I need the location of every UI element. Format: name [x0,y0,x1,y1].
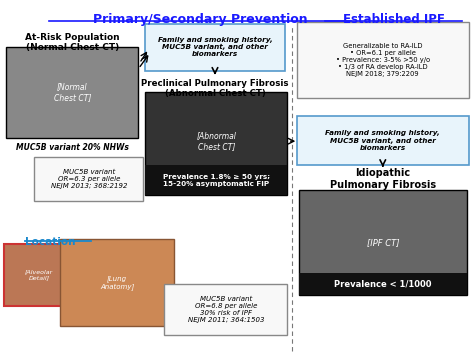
FancyBboxPatch shape [297,22,469,98]
Text: [Abnormal
Chest CT]: [Abnormal Chest CT] [196,131,237,151]
Text: [Alveolar
Detail]: [Alveolar Detail] [25,270,53,281]
Text: Generalizable to RA-ILD
• OR=6.1 per allele
• Prevalence: 3-5% >50 y/o
• 1/3 of : Generalizable to RA-ILD • OR=6.1 per all… [336,43,430,77]
Text: Primary/Secondary Prevention: Primary/Secondary Prevention [92,13,307,26]
FancyBboxPatch shape [4,244,74,306]
Text: At-Risk Population
(Normal Chest CT): At-Risk Population (Normal Chest CT) [25,33,119,52]
FancyBboxPatch shape [299,190,467,295]
Text: Family and smoking history,
MUC5B variant, and other
biomarkers: Family and smoking history, MUC5B varian… [157,37,273,57]
Text: Family and smoking history,
MUC5B variant, and other
biomarkers: Family and smoking history, MUC5B varian… [325,130,440,151]
Text: MUC5B variant
OR=6.8 per allele
30% risk of IPF
NEJM 2011; 364:1503: MUC5B variant OR=6.8 per allele 30% risk… [188,296,264,323]
FancyBboxPatch shape [60,239,174,326]
FancyBboxPatch shape [146,165,287,195]
FancyBboxPatch shape [146,92,287,195]
Text: [IPF CT]: [IPF CT] [366,238,399,247]
FancyBboxPatch shape [299,273,467,295]
FancyBboxPatch shape [6,47,138,138]
Text: Idiopathic
Pulmonary Fibrosis: Idiopathic Pulmonary Fibrosis [330,168,436,190]
Text: Location: Location [25,237,75,247]
Text: [Normal
Chest CT]: [Normal Chest CT] [54,83,91,102]
Text: MUC5B variant
OR=6.3 per allele
NEJM 2013; 368:2192: MUC5B variant OR=6.3 per allele NEJM 201… [51,169,127,189]
Text: [Lung
Anatomy]: [Lung Anatomy] [100,275,134,290]
Text: Prevalence < 1/1000: Prevalence < 1/1000 [334,280,431,289]
FancyBboxPatch shape [146,24,285,71]
Text: MUC5B variant 20% NHWs: MUC5B variant 20% NHWs [16,143,128,152]
FancyBboxPatch shape [35,157,143,201]
FancyBboxPatch shape [164,284,287,335]
Text: Preclinical Pulmonary Fibrosis
(Abnormal Chest CT): Preclinical Pulmonary Fibrosis (Abnormal… [141,79,289,98]
FancyBboxPatch shape [297,116,469,165]
Text: Prevalence 1.8% ≥ 50 yrs;
15-20% asymptomatic FIP: Prevalence 1.8% ≥ 50 yrs; 15-20% asympto… [163,174,270,187]
Text: Established IPF: Established IPF [343,13,445,26]
